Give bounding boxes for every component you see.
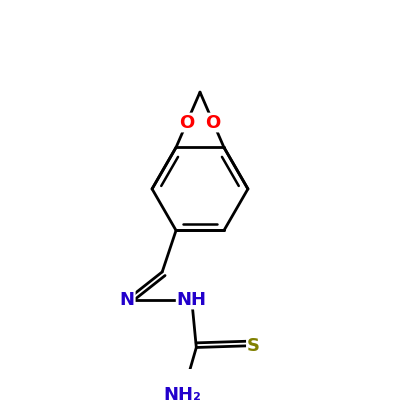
Text: O: O bbox=[179, 114, 194, 132]
Text: N: N bbox=[120, 290, 135, 308]
Text: S: S bbox=[247, 337, 260, 355]
Text: NH₂: NH₂ bbox=[164, 386, 202, 400]
Text: O: O bbox=[206, 114, 221, 132]
Text: NH: NH bbox=[177, 290, 207, 308]
